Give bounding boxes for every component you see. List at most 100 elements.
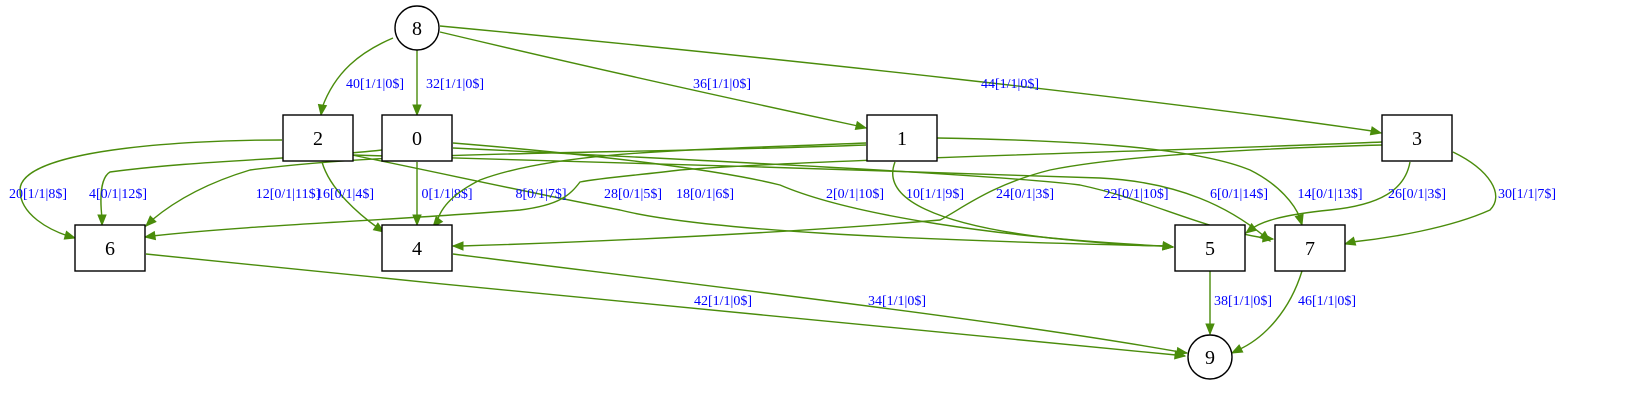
arrowhead <box>1294 213 1304 227</box>
arrowhead <box>1244 222 1258 234</box>
edge-label: 14[0/1|13$] <box>1297 187 1362 202</box>
node-label: 4 <box>412 238 422 260</box>
edge-2-to-5: 18[0/1|6$] <box>351 154 1175 251</box>
edge-6-to-9: 42[1/1|0$] <box>145 253 1187 360</box>
arrowhead <box>1175 346 1189 357</box>
edge-line <box>1344 151 1497 245</box>
arrowhead <box>1230 344 1244 354</box>
node-6: 6 <box>74 224 146 272</box>
edge-line <box>936 137 1303 226</box>
edge-label: 2[0/1|10$] <box>826 187 884 202</box>
arrowhead <box>317 103 328 117</box>
node-5: 5 <box>1174 224 1246 272</box>
edge-label: 30[1/1|7$] <box>1498 187 1556 202</box>
arrowhead <box>63 230 77 240</box>
node-box <box>1174 224 1246 272</box>
edge-line <box>1245 161 1411 234</box>
node-box <box>381 114 453 162</box>
edge-label: 0[1/1|8$] <box>421 187 472 202</box>
edge-label: 16[0/1|4$] <box>316 187 374 202</box>
edge-label: 38[1/1|0$] <box>1214 294 1272 309</box>
node-box <box>74 224 146 272</box>
arrowhead <box>1205 323 1215 336</box>
edge-line <box>351 154 1271 242</box>
node-label: 6 <box>105 238 115 260</box>
node-label: 9 <box>1205 347 1215 369</box>
edge-line <box>1231 270 1303 354</box>
edge-line <box>145 144 867 227</box>
node-label: 8 <box>412 18 422 40</box>
node-label: 3 <box>1412 128 1422 150</box>
edge-8-to-3: 44[1/1|0$] <box>439 25 1383 136</box>
edge-label: 32[1/1|0$] <box>426 77 484 92</box>
edge-label: 8[0/1|7$] <box>515 187 566 202</box>
edge-2-to-7: 6[0/1|14$] <box>351 154 1272 242</box>
node-2: 2 <box>282 114 354 162</box>
node-0: 0 <box>381 114 453 162</box>
node-box <box>1381 114 1453 162</box>
edge-1-to-6: 12[0/1|11$] <box>145 144 867 227</box>
edge-3-to-6: 28[0/1|5$] <box>143 141 1383 241</box>
edge-8-to-0: 32[1/1|0$] <box>412 50 484 117</box>
edge-line <box>145 253 1186 357</box>
node-4: 4 <box>381 224 453 272</box>
node-3: 3 <box>1381 114 1453 162</box>
node-8: 8 <box>394 5 440 51</box>
edge-label: 24[0/1|3$] <box>996 187 1054 202</box>
edge-7-to-9: 46[1/1|0$] <box>1230 270 1356 354</box>
node-box <box>282 114 354 162</box>
arrowhead <box>1162 241 1175 251</box>
arrowhead <box>854 120 868 131</box>
node-9: 9 <box>1187 334 1233 380</box>
edge-8-to-2: 40[1/1|0$] <box>317 37 404 117</box>
edge-label: 12[0/1|11$] <box>256 187 321 202</box>
edge-label: 22[0/1|10$] <box>1103 187 1168 202</box>
edge-line <box>439 31 867 129</box>
edge-3-to-5: 26[0/1|3$] <box>1244 161 1446 234</box>
node-label: 7 <box>1305 238 1315 260</box>
edge-line <box>144 141 1383 238</box>
arrowhead <box>1369 126 1383 136</box>
arrowhead <box>412 104 422 117</box>
edge-label: 34[1/1|0$] <box>868 294 926 309</box>
edge-label: 6[0/1|14$] <box>1210 187 1268 202</box>
arrowhead <box>1258 230 1272 242</box>
node-label: 0 <box>412 128 422 150</box>
edge-line <box>892 161 1174 248</box>
node-circle <box>394 5 440 51</box>
edge-label: 44[1/1|0$] <box>981 77 1039 92</box>
node-1: 1 <box>866 114 938 162</box>
node-box <box>381 224 453 272</box>
edge-line <box>351 154 1174 248</box>
edge-5-to-9: 38[1/1|0$] <box>1205 271 1272 336</box>
edge-3-to-7: 30[1/1|7$] <box>1343 151 1556 246</box>
edge-label: 28[0/1|5$] <box>604 187 662 202</box>
edge-label: 10[1/1|9$] <box>906 187 964 202</box>
edge-label: 20[1/1|8$] <box>9 187 67 202</box>
node-7: 7 <box>1274 224 1346 272</box>
arrowhead <box>145 215 157 227</box>
edge-label: 26[0/1|3$] <box>1388 187 1446 202</box>
edge-label: 18[0/1|6$] <box>676 187 734 202</box>
edge-line <box>452 253 1188 354</box>
edge-line <box>453 144 1383 247</box>
node-box <box>1274 224 1346 272</box>
edge-3-to-4: 24[0/1|3$] <box>451 144 1383 251</box>
edge-label: 40[1/1|0$] <box>346 77 404 92</box>
edge-8-to-1: 36[1/1|0$] <box>439 31 868 131</box>
node-circle <box>1187 334 1233 380</box>
edge-label: 36[1/1|0$] <box>693 77 751 92</box>
edge-0-to-4: 0[1/1|8$] <box>412 162 473 227</box>
edge-4-to-9: 34[1/1|0$] <box>452 253 1189 357</box>
edge-line <box>439 25 1382 134</box>
arrowhead <box>143 230 157 241</box>
node-label: 5 <box>1205 238 1215 260</box>
edge-1-to-5: 10[1/1|9$] <box>892 161 1175 251</box>
arrowhead <box>97 214 107 227</box>
edge-line <box>432 142 867 228</box>
arrowhead <box>451 241 464 251</box>
edge-label: 4[0/1|12$] <box>89 187 147 202</box>
arrowhead <box>1343 236 1357 246</box>
edge-label: 42[1/1|0$] <box>694 294 752 309</box>
